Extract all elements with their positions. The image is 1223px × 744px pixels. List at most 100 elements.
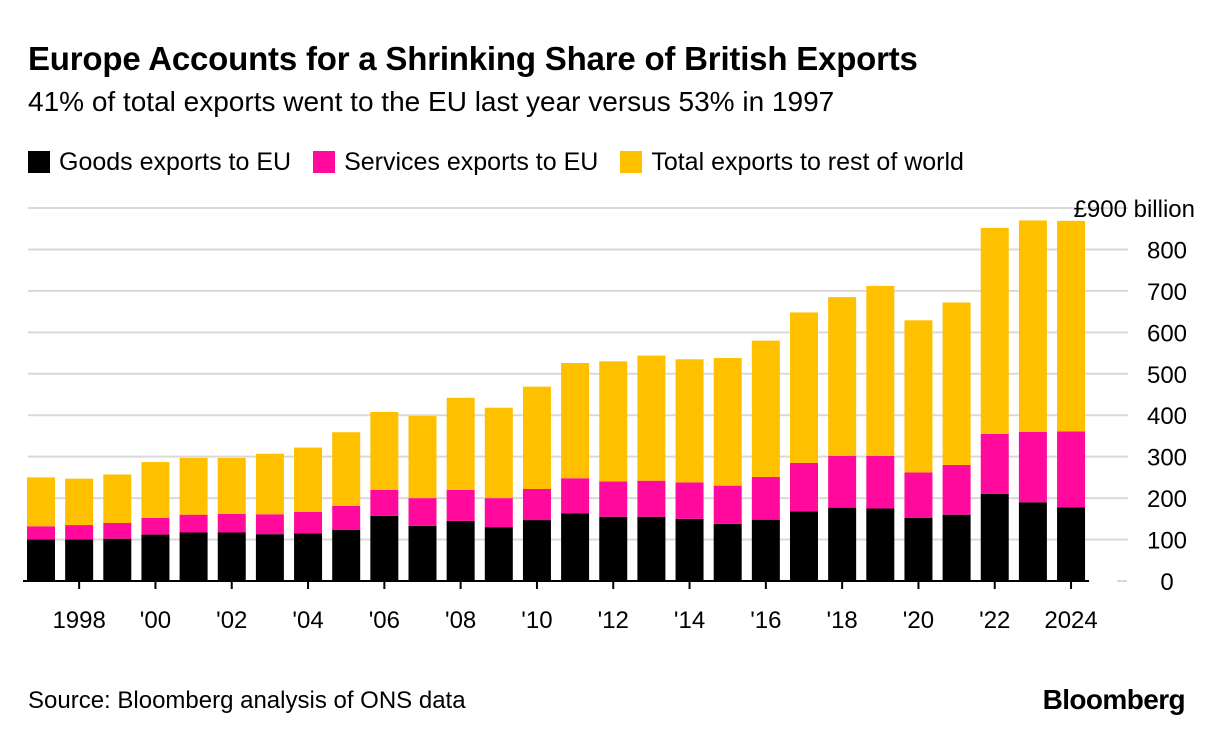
bar-rest-of-world-1999 <box>103 474 132 523</box>
bar-rest-of-world-1997 <box>27 477 55 527</box>
bar-goods-2004 <box>294 533 323 581</box>
bar-rest-of-world-2008 <box>446 397 475 490</box>
bar-rest-of-world-2019 <box>866 285 895 456</box>
x-tick-label-2006: '06 <box>369 607 400 634</box>
bar-rest-of-world-2006 <box>370 411 399 490</box>
bar-goods-2005 <box>332 530 361 581</box>
y-tick-label-0: 0 <box>1160 569 1173 596</box>
bar-services-2021 <box>942 464 971 515</box>
legend-swatch-rest-of-world <box>620 151 643 173</box>
bar-services-2012 <box>599 481 628 517</box>
bar-services-2000 <box>141 518 170 535</box>
bar-goods-2008 <box>446 520 475 581</box>
y-tick-label-300: 300 <box>1147 445 1187 472</box>
y-tick-label-500: 500 <box>1147 362 1187 389</box>
y-tick-label-400: 400 <box>1147 403 1187 430</box>
y-tick-label-700: 700 <box>1147 279 1187 306</box>
bar-services-2010 <box>522 488 551 521</box>
source-note: Source: Bloomberg analysis of ONS data <box>28 687 466 714</box>
bar-services-2002 <box>217 513 246 533</box>
bar-goods-1999 <box>103 538 132 581</box>
bar-goods-2018 <box>828 507 857 581</box>
y-tick-label-200: 200 <box>1147 486 1187 513</box>
y-tick-label-800: 800 <box>1147 237 1187 264</box>
legend-label-rest-of-world: Total exports to rest of world <box>651 147 964 176</box>
chart-subtitle: 41% of total exports went to the EU last… <box>28 86 835 117</box>
bar-services-2020 <box>904 472 933 519</box>
bar-goods-2020 <box>904 518 933 581</box>
x-tick-label-2016: '16 <box>750 607 781 634</box>
legend-item-goods: Goods exports to EU <box>28 148 291 177</box>
bar-rest-of-world-2017 <box>790 312 818 463</box>
bar-services-2023 <box>1018 431 1047 503</box>
x-tick-label-2014: '14 <box>674 607 705 634</box>
x-tick-label-2004: '04 <box>292 607 323 634</box>
bar-services-2018 <box>828 455 857 508</box>
legend-swatch-services <box>313 151 336 173</box>
bar-rest-of-world-2000 <box>141 462 170 519</box>
bar-goods-2023 <box>1018 502 1047 581</box>
bar-services-2024 <box>1057 431 1086 508</box>
bar-services-2016 <box>751 476 780 520</box>
bar-goods-2003 <box>255 534 284 581</box>
bar-services-2003 <box>255 514 284 535</box>
bar-rest-of-world-2015 <box>713 358 742 486</box>
bar-rest-of-world-2009 <box>484 407 513 499</box>
x-tick-label-2000: '00 <box>140 607 171 634</box>
bar-goods-2014 <box>675 518 704 581</box>
bar-rest-of-world-2022 <box>980 227 1009 434</box>
bar-services-1998 <box>65 525 94 540</box>
y-tick-label-900: £900 billion <box>1074 196 1195 223</box>
legend-swatch-goods <box>28 151 50 173</box>
bar-services-2006 <box>370 489 399 516</box>
bar-services-2008 <box>446 489 475 521</box>
y-tick-label-600: 600 <box>1147 320 1187 347</box>
bar-rest-of-world-2010 <box>522 386 551 489</box>
bar-rest-of-world-2018 <box>828 297 857 456</box>
bar-goods-2000 <box>141 534 170 581</box>
bar-rest-of-world-2003 <box>255 453 284 515</box>
bar-rest-of-world-2023 <box>1018 220 1047 432</box>
bar-rest-of-world-2014 <box>675 359 704 483</box>
bar-goods-2017 <box>790 511 818 581</box>
bar-services-2011 <box>561 478 590 514</box>
bar-services-1997 <box>27 526 55 540</box>
bar-goods-2009 <box>484 527 513 581</box>
bar-services-2015 <box>713 485 742 524</box>
legend-label-goods: Goods exports to EU <box>59 147 292 176</box>
bar-goods-2006 <box>370 515 399 581</box>
chart-legend: Goods exports to EU Services exports to … <box>28 145 986 179</box>
legend-label-services: Services exports to EU <box>344 147 599 176</box>
bar-services-2022 <box>980 433 1009 494</box>
bar-rest-of-world-2020 <box>904 320 933 473</box>
bar-goods-2007 <box>408 525 437 581</box>
bar-services-2001 <box>179 514 208 533</box>
bar-rest-of-world-2021 <box>942 302 971 465</box>
x-tick-label-2002: '02 <box>216 607 247 634</box>
bar-goods-2015 <box>713 523 742 581</box>
bar-rest-of-world-2004 <box>294 447 323 512</box>
x-tick-label-2012: '12 <box>598 607 629 634</box>
bar-rest-of-world-2012 <box>599 361 628 482</box>
bar-services-2017 <box>790 462 818 512</box>
bar-goods-2012 <box>599 516 628 581</box>
x-tick-label-2018: '18 <box>827 607 858 634</box>
x-tick-label-1998: 1998 <box>52 607 105 634</box>
bar-rest-of-world-2013 <box>637 355 666 481</box>
legend-item-rest-of-world: Total exports to rest of world <box>620 148 964 177</box>
bar-goods-2013 <box>637 516 666 581</box>
bar-rest-of-world-2005 <box>332 432 361 506</box>
bar-services-2014 <box>675 482 704 519</box>
bar-goods-2001 <box>179 532 208 581</box>
bar-goods-2024 <box>1057 507 1086 581</box>
bar-services-1999 <box>103 522 132 539</box>
bar-rest-of-world-1998 <box>65 478 94 526</box>
bar-goods-2011 <box>561 513 590 581</box>
x-tick-label-2008: '08 <box>445 607 476 634</box>
bar-goods-1998 <box>65 539 94 581</box>
bar-goods-2016 <box>751 519 780 581</box>
bar-rest-of-world-2024 <box>1057 220 1086 432</box>
x-tick-label-2022: '22 <box>979 607 1010 634</box>
bar-goods-2021 <box>942 514 971 581</box>
